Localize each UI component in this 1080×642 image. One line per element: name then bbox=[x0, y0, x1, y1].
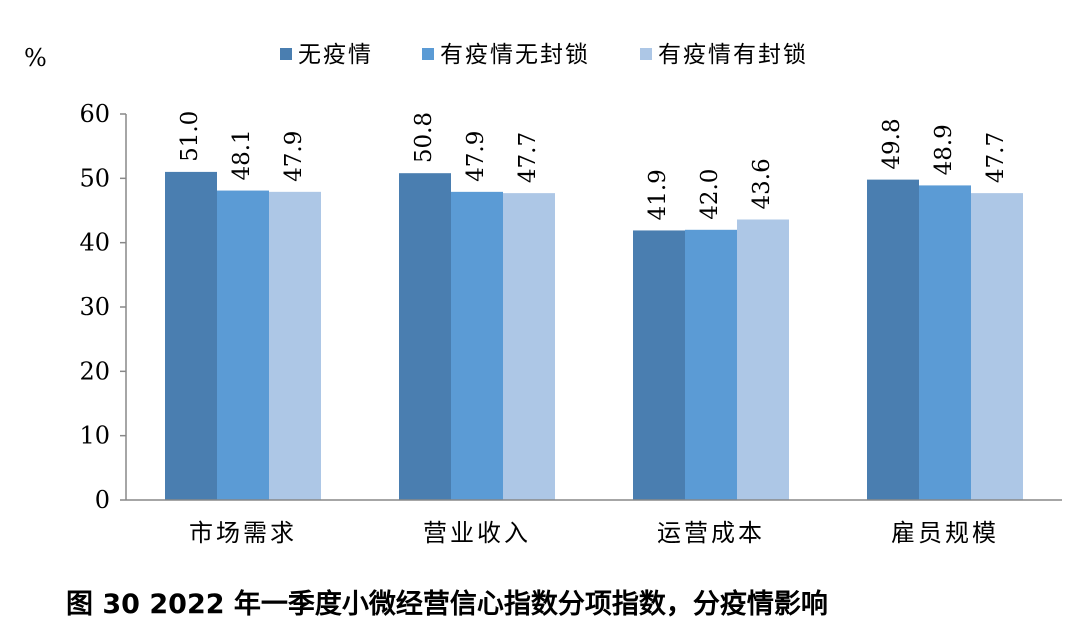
legend-label: 有疫情有封锁 bbox=[658, 42, 808, 68]
y-tick-label: 60 bbox=[79, 100, 110, 128]
data-label: 49.8 bbox=[879, 118, 905, 169]
data-label: 48.9 bbox=[931, 124, 957, 175]
figure-caption: 图 30 2022 年一季度小微经营信心指数分项指数，分疫情影响 bbox=[66, 589, 828, 620]
x-tick-label: 雇员规模 bbox=[891, 519, 999, 547]
y-tick-label: 10 bbox=[79, 422, 110, 450]
y-tick-label: 30 bbox=[79, 293, 110, 321]
legend-swatch bbox=[280, 48, 292, 60]
bar bbox=[217, 190, 269, 500]
data-label: 42.0 bbox=[697, 169, 723, 220]
data-label: 41.9 bbox=[645, 169, 671, 220]
bar bbox=[737, 219, 789, 501]
x-tick-label: 营业收入 bbox=[423, 519, 531, 547]
bar bbox=[685, 229, 737, 501]
x-tick-label: 运营成本 bbox=[657, 519, 765, 547]
x-tick-label: 市场需求 bbox=[189, 519, 297, 547]
y-axis: 0 10 20 30 40 50 60 bbox=[79, 100, 127, 514]
y-tick-label: 50 bbox=[79, 164, 110, 192]
data-label: 47.9 bbox=[281, 131, 307, 182]
x-axis: 市场需求 营业收入 运营成本 雇员规模 bbox=[126, 499, 1062, 547]
legend-swatch bbox=[640, 48, 652, 60]
bar bbox=[971, 193, 1023, 500]
bar bbox=[919, 185, 971, 500]
legend-swatch bbox=[422, 48, 434, 60]
bar-chart: % 无疫情 有疫情无封锁 有疫情有封锁 0 10 20 30 40 50 60 51.0 48.1… bbox=[24, 42, 1062, 547]
bar bbox=[399, 173, 451, 501]
data-label: 48.1 bbox=[229, 129, 255, 180]
y-tick-label: 0 bbox=[95, 486, 110, 514]
data-labels: 51.0 48.1 47.9 50.8 47.9 47.7 41.9 42.0 43.6 49.8… bbox=[177, 111, 1009, 221]
data-label: 47.7 bbox=[515, 132, 541, 183]
legend-label: 无疫情 bbox=[298, 42, 373, 68]
y-tick-label: 40 bbox=[79, 229, 110, 257]
data-label: 47.9 bbox=[463, 131, 489, 182]
data-label: 43.6 bbox=[749, 158, 775, 209]
y-tick-label: 20 bbox=[79, 357, 110, 385]
legend-label: 有疫情无封锁 bbox=[440, 42, 590, 68]
data-label: 51.0 bbox=[177, 111, 203, 162]
data-label: 50.8 bbox=[411, 112, 437, 163]
data-label: 47.7 bbox=[983, 132, 1009, 183]
bar bbox=[867, 179, 919, 500]
legend: 无疫情 有疫情无封锁 有疫情有封锁 bbox=[280, 42, 808, 68]
bar bbox=[269, 191, 321, 501]
bars bbox=[165, 171, 1023, 501]
y-unit-label: % bbox=[24, 44, 47, 72]
bar bbox=[503, 193, 555, 500]
bar bbox=[633, 230, 685, 500]
bar bbox=[451, 191, 503, 501]
bar bbox=[165, 171, 217, 500]
